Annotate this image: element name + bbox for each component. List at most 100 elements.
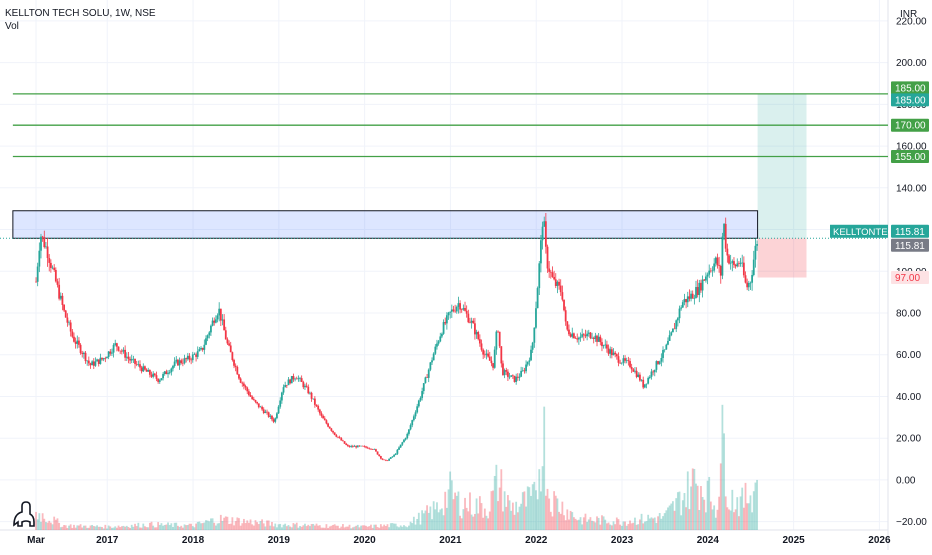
volume-bar xyxy=(157,522,160,530)
volume-bar xyxy=(668,505,671,530)
candle-body xyxy=(318,409,321,414)
candle-body xyxy=(584,335,587,337)
candle-body xyxy=(536,288,539,309)
candle-body xyxy=(579,336,582,338)
volume-bar xyxy=(437,512,440,530)
candle-body xyxy=(653,369,656,373)
candle-body xyxy=(706,274,709,277)
candle-body xyxy=(114,343,117,345)
volume-bar xyxy=(650,517,653,530)
candle-body xyxy=(470,320,473,323)
candle-body xyxy=(325,420,328,424)
volume-bar xyxy=(469,492,471,530)
candle-body xyxy=(241,382,244,384)
candle-body xyxy=(556,281,559,286)
volume-bar xyxy=(729,510,732,530)
volume-bar xyxy=(383,524,386,530)
candle-body xyxy=(672,328,674,333)
volume-bar xyxy=(299,525,301,530)
volume-bar xyxy=(109,526,112,530)
candle-body xyxy=(498,331,501,347)
candle-body xyxy=(614,352,617,355)
volume-bar xyxy=(97,526,100,530)
volume-bar xyxy=(139,527,141,530)
volume-bar xyxy=(416,518,419,530)
candle-body xyxy=(147,370,150,372)
volume-bar xyxy=(513,514,516,530)
volume-bar xyxy=(690,486,692,530)
volume-bar xyxy=(158,524,161,530)
candle-body xyxy=(130,359,133,361)
volume-bar xyxy=(251,524,254,530)
candle-body xyxy=(533,327,536,343)
volume-bar xyxy=(475,498,478,530)
candle-body xyxy=(526,361,529,365)
candle-body xyxy=(158,380,161,382)
volume-bar xyxy=(160,523,163,530)
candle-body xyxy=(391,456,394,458)
volume-bar xyxy=(551,516,554,530)
volume-bar xyxy=(267,520,270,530)
candle-body xyxy=(513,375,516,382)
chart-symbol-title[interactable]: KELLTON TECH SOLU, 1W, NSE xyxy=(5,8,156,19)
candle-body xyxy=(266,411,268,413)
volume-bar xyxy=(642,523,645,530)
volume-bar xyxy=(681,500,684,530)
volume-bar xyxy=(38,513,41,530)
candle-body xyxy=(495,331,498,350)
candle-body xyxy=(399,444,402,448)
candle-body xyxy=(346,445,349,446)
candle-body xyxy=(673,328,676,330)
candle-body xyxy=(328,426,331,429)
volume-bar xyxy=(140,527,143,530)
volume-bar xyxy=(691,468,694,530)
volume-bar xyxy=(587,519,590,530)
volume-bar xyxy=(175,522,178,530)
volume-bar xyxy=(675,498,678,530)
candle-body xyxy=(219,308,222,321)
volume-bar xyxy=(536,499,539,530)
volume-indicator-label[interactable]: Vol xyxy=(5,21,19,32)
candle-body xyxy=(739,262,742,264)
candle-body xyxy=(139,364,141,368)
volume-bar xyxy=(64,525,67,530)
candle-body xyxy=(211,320,214,326)
candle-body xyxy=(368,448,371,450)
volume-bar xyxy=(384,526,387,530)
volume-bar xyxy=(518,506,521,530)
volume-bar xyxy=(236,517,239,530)
candle-body xyxy=(353,446,356,447)
price-axis-tag xyxy=(891,271,929,285)
candle-body xyxy=(419,397,422,401)
volume-bar xyxy=(137,522,140,530)
candle-body xyxy=(422,383,425,392)
candle-body xyxy=(389,457,392,459)
candle-body xyxy=(462,308,465,310)
volume-bar xyxy=(214,525,217,530)
volume-bar xyxy=(526,486,529,530)
price-axis-tick-label: 60.00 xyxy=(896,350,921,361)
candle-body xyxy=(66,317,69,323)
volume-bar xyxy=(340,526,343,530)
volume-bar xyxy=(515,501,518,530)
candle-body xyxy=(315,404,318,407)
volume-bar xyxy=(305,526,308,530)
volume-bar xyxy=(208,521,211,530)
volume-bar xyxy=(662,516,664,530)
volume-bar xyxy=(371,527,374,530)
volume-bar xyxy=(482,517,485,530)
price-axis-tag xyxy=(891,81,929,95)
candle-body xyxy=(459,303,461,310)
volume-bar xyxy=(226,516,229,530)
candle-body xyxy=(137,364,140,365)
volume-bar xyxy=(94,526,97,530)
candle-body xyxy=(269,415,272,417)
candle-body xyxy=(173,361,176,366)
volume-bar xyxy=(714,517,717,530)
candle-body xyxy=(54,269,57,282)
candle-body xyxy=(409,425,412,430)
candle-body xyxy=(601,342,603,347)
volume-bar xyxy=(375,524,377,530)
